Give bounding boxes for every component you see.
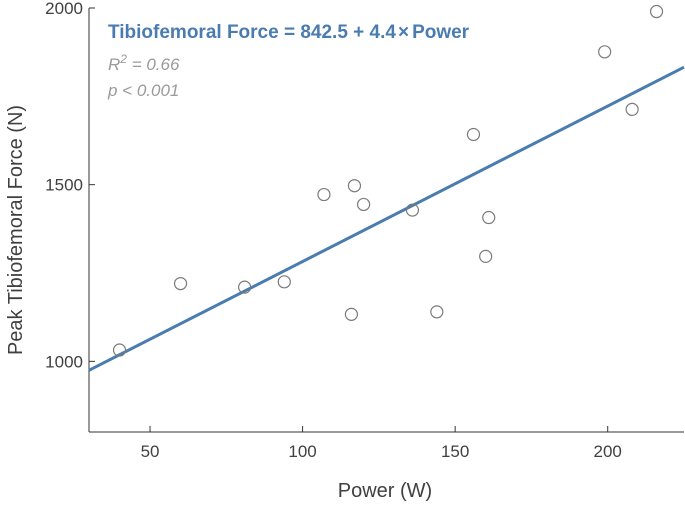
regression-line	[88, 65, 685, 372]
data-point	[625, 102, 639, 117]
x-tick-label: 150	[441, 442, 469, 461]
x-axis-title: Power (W)	[338, 480, 432, 502]
r2-value: = 0.66	[127, 55, 180, 74]
regression-line-group	[88, 65, 685, 372]
data-point	[277, 275, 291, 289]
axes: 50 100 150 200 1000 1500 2000	[45, 0, 684, 461]
data-point	[347, 179, 362, 193]
x-tick-label: 200	[594, 442, 622, 461]
equation-suffix: Power	[412, 22, 470, 43]
x-tick-label: 50	[141, 442, 160, 461]
r2-symbol: R	[108, 55, 120, 74]
y-tick-label: 1000	[45, 352, 83, 371]
data-point	[479, 249, 493, 263]
data-point	[466, 127, 481, 142]
data-point	[238, 280, 252, 294]
data-point	[482, 210, 496, 225]
x-tick-label: 100	[288, 442, 316, 461]
equation-prefix: Tibiofemoral Force = 842.5 + 4.4	[108, 22, 396, 43]
data-point	[649, 4, 664, 19]
data-point	[173, 277, 188, 291]
y-tick-label: 2000	[45, 0, 83, 18]
y-axis-title: Peak Tibiofemoral Force (N)	[5, 105, 27, 355]
data-point	[317, 187, 331, 202]
p-value-label: p < 0.001	[107, 81, 179, 100]
data-point	[112, 343, 127, 357]
data-point	[344, 307, 359, 321]
regression-equation: Tibiofemoral Force = 842.5 + 4.4 × Power	[108, 22, 470, 43]
equation-times: ×	[398, 22, 409, 43]
data-point	[430, 305, 444, 319]
data-points	[112, 4, 664, 357]
data-point	[598, 45, 612, 59]
data-point	[357, 197, 371, 212]
annotations: Tibiofemoral Force = 842.5 + 4.4 × Power R…	[107, 22, 470, 100]
r-squared-label: R2 = 0.66	[108, 52, 180, 74]
y-tick-label: 1500	[45, 176, 83, 195]
r2-superscript: 2	[119, 52, 127, 66]
data-point	[405, 203, 420, 217]
